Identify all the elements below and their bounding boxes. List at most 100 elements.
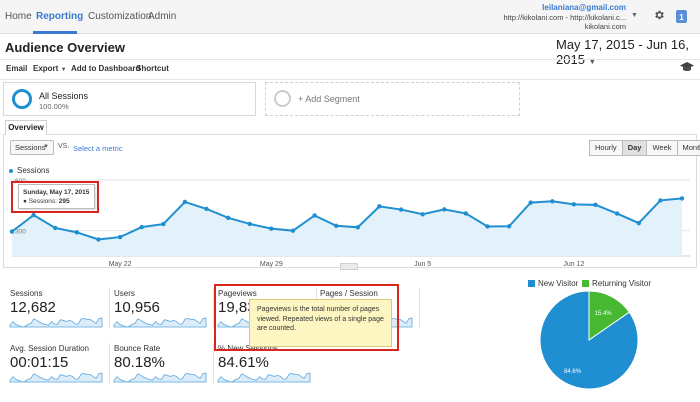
granularity-toggle: Hourly Day Week Month <box>589 140 700 156</box>
account-selector[interactable]: leilaniana@gmail.com http://kikolani.com… <box>503 3 626 32</box>
data-point <box>333 223 339 228</box>
select-metric-link[interactable]: Select a metric <box>73 144 123 153</box>
sparkline <box>113 372 207 383</box>
nav-reporting[interactable]: Reporting <box>36 11 84 22</box>
graduation-cap-icon[interactable] <box>680 62 694 72</box>
divider <box>0 79 700 80</box>
divider <box>213 288 214 328</box>
add-to-dashboard-button[interactable]: Add to Dashboard <box>71 64 141 73</box>
data-point <box>571 202 577 207</box>
metric-value: 10,956 <box>114 299 160 316</box>
x-tick-label: Jun 12 <box>563 261 584 268</box>
account-property: http://kikolani.com - http://kikolani.c.… <box>503 12 626 22</box>
page-title: Audience Overview <box>5 40 125 55</box>
shortcut-button[interactable]: Shortcut <box>136 64 169 73</box>
metric-value: 84.61% <box>218 354 269 371</box>
metric-label: Users <box>114 289 135 298</box>
legend-swatch <box>528 280 535 287</box>
data-point <box>506 224 512 229</box>
add-segment-ring-icon <box>274 90 291 107</box>
data-point <box>658 198 663 203</box>
x-tick-label: Jun 5 <box>414 261 431 268</box>
nav-customization[interactable]: Customization <box>88 11 152 22</box>
nav-admin[interactable]: Admin <box>148 11 177 22</box>
segment-percent: 100.00% <box>39 102 69 111</box>
pie-slice <box>539 290 639 390</box>
data-point <box>290 228 296 233</box>
sparkline <box>113 317 207 328</box>
metric-sessions[interactable]: Sessions 12,682 <box>10 289 56 316</box>
tooltip-value: 295 <box>58 198 70 205</box>
data-point <box>312 213 317 218</box>
tab-overview[interactable]: Overview <box>5 120 47 135</box>
data-point <box>398 207 404 212</box>
data-point <box>636 220 641 226</box>
data-point <box>139 224 144 230</box>
data-point <box>442 207 447 212</box>
segment-ring-icon <box>12 89 32 109</box>
divider <box>109 288 110 328</box>
data-point <box>269 226 274 231</box>
highlight-box <box>214 284 399 351</box>
series-line <box>11 197 683 241</box>
y-tick-label: 300 <box>15 229 26 236</box>
data-point <box>117 234 123 240</box>
data-point <box>96 237 101 242</box>
account-caret-icon[interactable]: ▼ <box>631 12 638 19</box>
pie-slice-label: 84.6% <box>564 369 582 375</box>
pie-legend-returning-visitor: Returning Visitor <box>582 279 651 288</box>
data-point <box>247 221 252 227</box>
metric-value: 19,83 <box>218 299 256 316</box>
top-nav: Home Reporting Customization Admin leila… <box>0 0 700 34</box>
gear-icon[interactable] <box>653 9 665 21</box>
notification-count: 1 <box>679 13 684 22</box>
email-button[interactable]: Email <box>6 64 28 73</box>
data-point <box>679 196 685 201</box>
data-point <box>182 199 188 205</box>
metric-avg-session-duration[interactable]: Avg. Session Duration 00:01:15 <box>10 344 89 371</box>
tooltip-bullet-icon: ● <box>23 198 27 205</box>
metric-label: Avg. Session Duration <box>10 344 90 353</box>
nav-home[interactable]: Home <box>5 11 32 22</box>
data-point <box>355 225 361 230</box>
account-email: leilaniana@gmail.com <box>542 3 626 12</box>
series-legend-swatch <box>9 169 13 173</box>
data-point <box>204 206 209 212</box>
metric-label: Bounce Rate <box>114 344 161 353</box>
metric-label: Pages / Session <box>320 289 378 298</box>
metric-dropdown[interactable]: Sessions ▼ <box>10 140 54 155</box>
account-view: kikolani.com <box>584 22 626 31</box>
metric-label: Sessions <box>10 289 43 298</box>
data-point <box>420 212 425 217</box>
chart-resize-handle[interactable] <box>340 263 358 270</box>
metric-label: Pageviews <box>218 289 257 298</box>
report-actions: Email Export ▼ Add to Dashboard Shortcut <box>0 61 700 77</box>
data-point <box>31 212 36 218</box>
add-segment-button[interactable]: + Add Segment <box>265 82 520 116</box>
x-tick-label: May 29 <box>260 261 283 268</box>
metric-percent-new-sessions[interactable]: % New Sessions 84.61% <box>218 344 278 371</box>
metric-dropdown-label: Sessions <box>15 143 46 152</box>
export-button[interactable]: Export ▼ <box>33 64 67 73</box>
metric-pages-per-session[interactable]: Pages / Session <box>320 289 378 299</box>
metric-value: 12,682 <box>10 299 56 316</box>
metric-value: 80.18% <box>114 354 165 371</box>
x-tick-label: May 22 <box>109 261 132 268</box>
pie-legend-new-visitor: New Visitor <box>528 279 578 288</box>
segment-all-sessions[interactable]: All Sessions 100.00% <box>3 82 256 116</box>
active-tab-indicator <box>33 31 77 34</box>
granularity-month[interactable]: Month <box>676 140 700 156</box>
data-point <box>9 229 15 234</box>
metric-pageviews[interactable]: Pageviews 19,83 <box>218 289 257 316</box>
tooltip-label: Sessions: <box>28 198 57 205</box>
metric-users[interactable]: Users 10,956 <box>114 289 160 316</box>
legend-swatch <box>582 280 589 287</box>
data-point <box>528 200 533 205</box>
data-point <box>463 211 469 216</box>
sparkline <box>217 372 311 383</box>
metric-bounce-rate[interactable]: Bounce Rate 80.18% <box>114 344 165 371</box>
segment-name: All Sessions <box>39 91 89 101</box>
vs-label: VS. <box>58 143 70 150</box>
notifications-icon[interactable]: 1 <box>675 8 689 27</box>
